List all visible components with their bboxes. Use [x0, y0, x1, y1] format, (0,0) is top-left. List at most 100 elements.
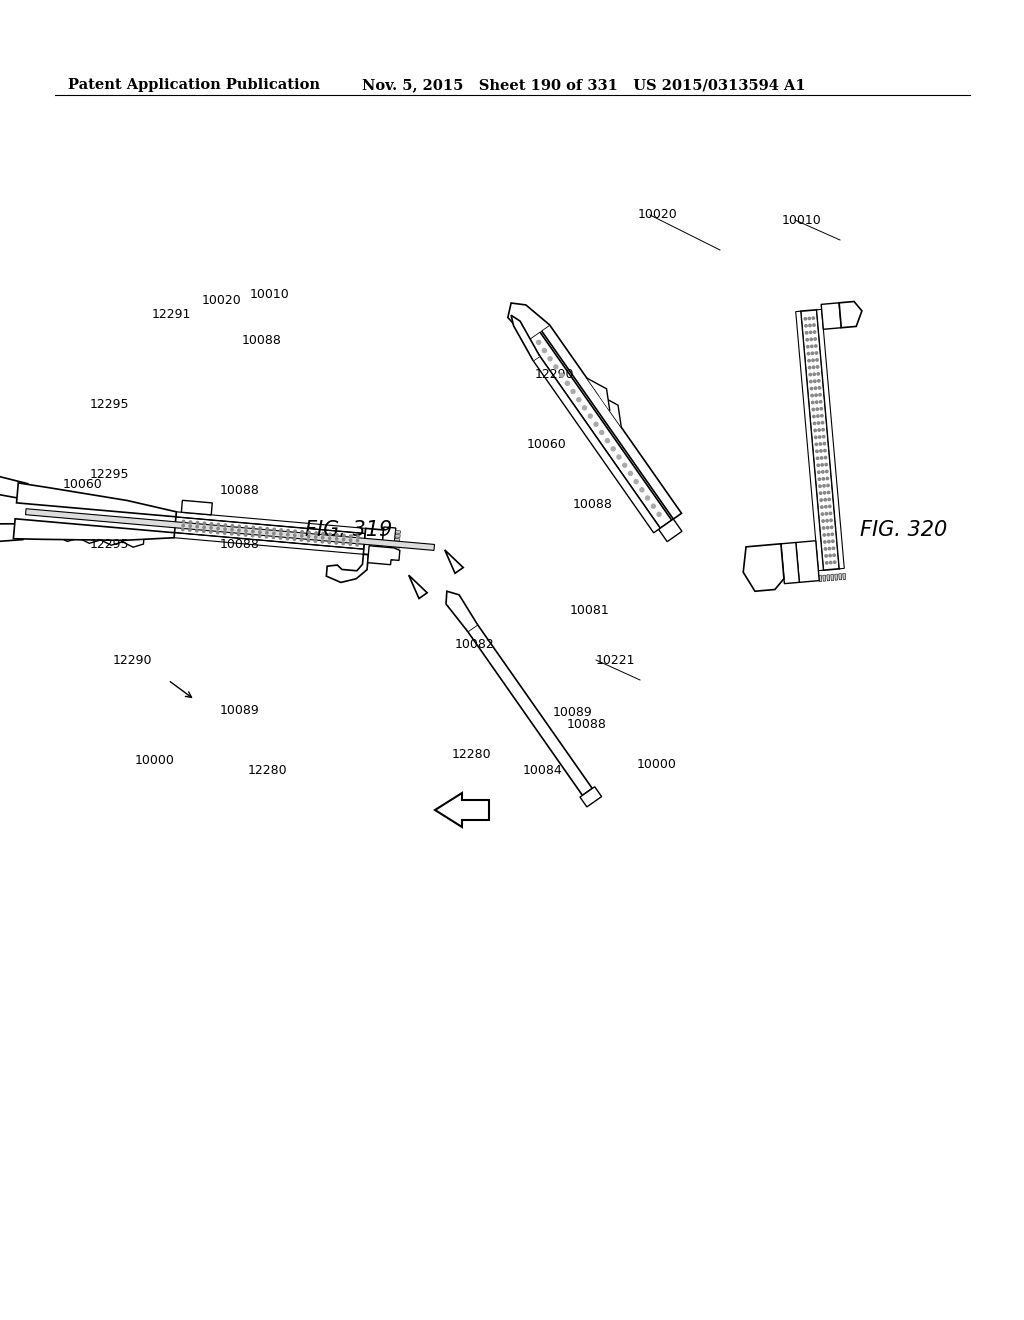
Circle shape [204, 523, 206, 524]
Circle shape [554, 364, 558, 368]
Circle shape [809, 325, 811, 326]
Circle shape [812, 366, 815, 368]
Polygon shape [598, 395, 622, 428]
Bar [26, 508, 434, 550]
Circle shape [307, 540, 309, 541]
Bar [826, 574, 829, 581]
Circle shape [224, 528, 226, 531]
Bar [835, 574, 838, 581]
Polygon shape [511, 315, 540, 360]
Circle shape [833, 554, 836, 557]
Circle shape [294, 531, 296, 532]
Circle shape [818, 429, 820, 432]
Circle shape [819, 442, 821, 445]
Bar [381, 527, 396, 560]
Circle shape [280, 533, 282, 535]
Circle shape [813, 331, 816, 333]
Circle shape [820, 408, 822, 411]
Circle shape [238, 529, 241, 532]
Text: 12295: 12295 [90, 399, 129, 412]
Circle shape [817, 414, 819, 417]
Circle shape [189, 521, 191, 523]
Circle shape [813, 422, 816, 425]
Circle shape [258, 535, 261, 537]
Circle shape [823, 533, 825, 536]
Circle shape [813, 416, 815, 417]
Circle shape [819, 400, 822, 403]
Circle shape [293, 539, 296, 540]
Circle shape [826, 478, 828, 479]
Circle shape [616, 455, 621, 459]
Circle shape [322, 532, 325, 535]
Circle shape [623, 463, 627, 467]
Circle shape [245, 529, 247, 532]
Circle shape [329, 533, 331, 536]
Bar [816, 309, 844, 569]
Circle shape [217, 527, 219, 529]
Circle shape [265, 532, 268, 535]
Circle shape [559, 374, 563, 378]
Bar [830, 574, 834, 581]
Circle shape [826, 484, 829, 487]
Text: 10010: 10010 [782, 214, 821, 227]
Text: 10088: 10088 [567, 718, 607, 730]
Bar [796, 541, 819, 582]
Circle shape [182, 520, 184, 523]
Circle shape [210, 523, 213, 525]
Circle shape [812, 359, 814, 362]
Circle shape [239, 525, 241, 528]
Circle shape [820, 506, 823, 508]
Circle shape [827, 540, 830, 543]
Polygon shape [839, 301, 862, 327]
Circle shape [196, 529, 198, 532]
Circle shape [816, 359, 818, 362]
Circle shape [216, 532, 219, 533]
Circle shape [822, 436, 825, 438]
Circle shape [834, 561, 836, 564]
Circle shape [210, 527, 212, 529]
Circle shape [252, 531, 254, 533]
Text: 10221: 10221 [596, 653, 636, 667]
Circle shape [817, 465, 819, 466]
Circle shape [600, 430, 604, 434]
Circle shape [819, 492, 822, 495]
Circle shape [823, 491, 825, 494]
Polygon shape [57, 528, 79, 541]
Text: 12280: 12280 [248, 763, 288, 776]
Bar [468, 624, 592, 796]
Circle shape [806, 338, 808, 341]
Circle shape [824, 499, 826, 502]
Text: Nov. 5, 2015   Sheet 190 of 331   US 2015/0313594 A1: Nov. 5, 2015 Sheet 190 of 331 US 2015/03… [362, 78, 806, 92]
Circle shape [812, 408, 814, 411]
Bar [528, 331, 672, 528]
Circle shape [809, 374, 811, 376]
Circle shape [822, 429, 824, 430]
Circle shape [820, 450, 822, 453]
Circle shape [815, 401, 818, 404]
Polygon shape [368, 545, 399, 565]
Circle shape [210, 531, 212, 533]
Circle shape [810, 380, 812, 383]
Circle shape [818, 478, 820, 480]
Text: 12295: 12295 [90, 539, 129, 552]
Circle shape [543, 348, 547, 352]
Circle shape [287, 533, 289, 536]
Circle shape [827, 491, 829, 494]
Circle shape [824, 457, 826, 459]
Circle shape [818, 387, 820, 389]
Circle shape [300, 539, 303, 541]
Text: 10000: 10000 [135, 754, 175, 767]
Circle shape [825, 463, 827, 466]
Bar [819, 576, 822, 582]
Circle shape [821, 463, 823, 466]
Circle shape [814, 429, 816, 432]
Circle shape [819, 393, 821, 396]
Circle shape [825, 512, 827, 515]
Circle shape [356, 544, 358, 546]
Circle shape [804, 318, 807, 319]
Circle shape [824, 506, 827, 508]
Bar [394, 543, 399, 545]
Circle shape [828, 506, 831, 508]
Circle shape [336, 537, 338, 540]
Polygon shape [435, 793, 489, 828]
